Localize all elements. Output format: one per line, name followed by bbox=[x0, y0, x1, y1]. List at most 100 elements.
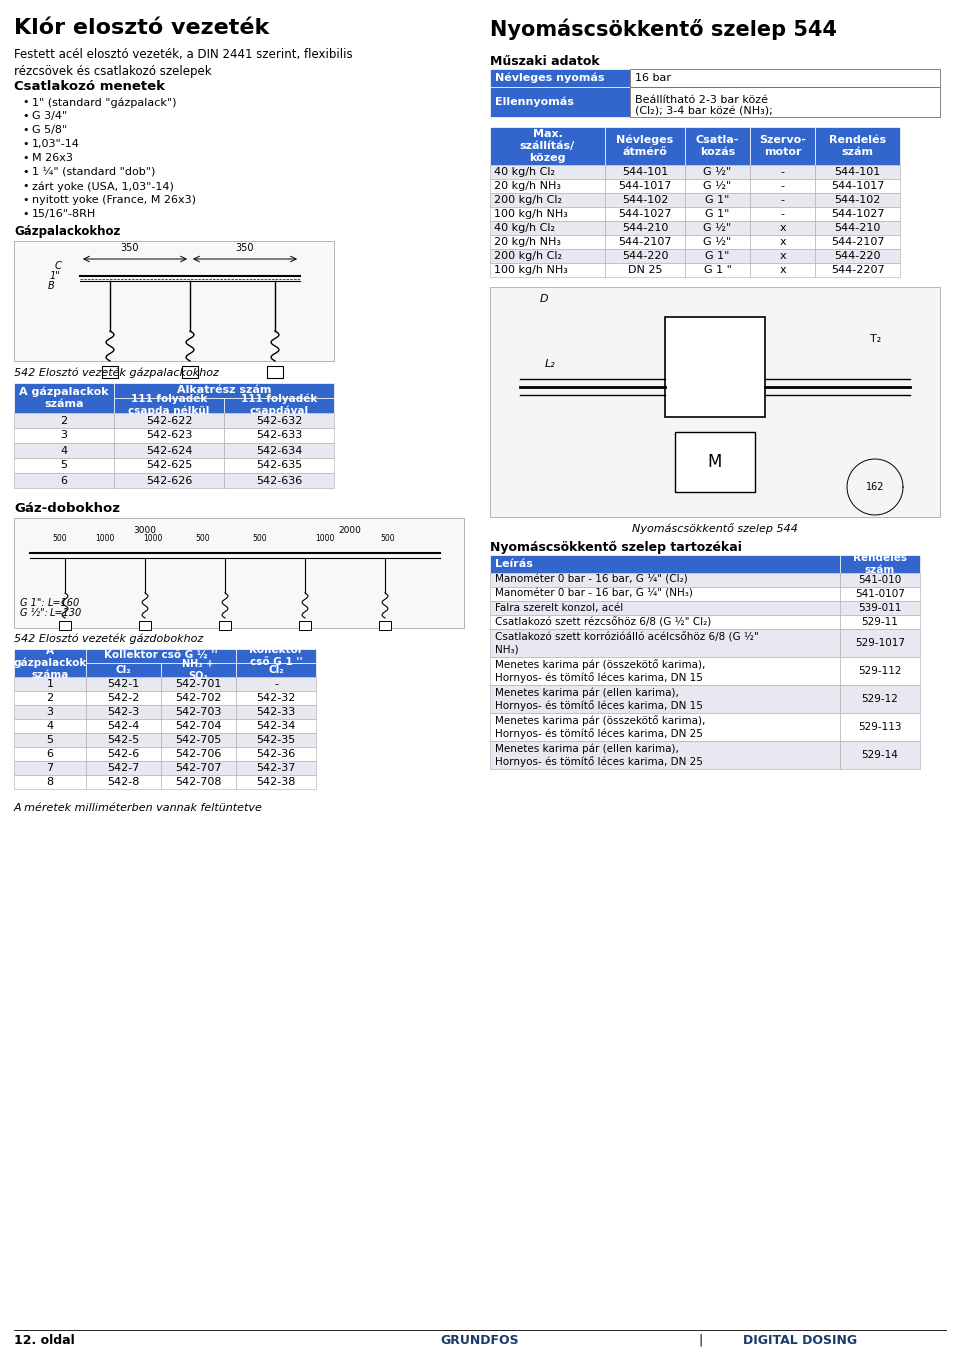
Text: 529-112: 529-112 bbox=[858, 666, 901, 676]
Bar bbox=[14, 443, 114, 458]
Text: 542-705: 542-705 bbox=[176, 735, 222, 745]
Text: 544-1017: 544-1017 bbox=[618, 181, 672, 191]
Text: Kollektor cső G ½ '': Kollektor cső G ½ '' bbox=[104, 651, 218, 661]
Text: G 1 ": G 1 " bbox=[704, 265, 732, 275]
Text: 542-34: 542-34 bbox=[256, 720, 296, 731]
Bar bbox=[750, 221, 815, 236]
Bar bbox=[490, 207, 605, 221]
Bar bbox=[750, 207, 815, 221]
Text: G 1": G 1" bbox=[706, 195, 730, 204]
Bar bbox=[161, 774, 236, 789]
Bar bbox=[236, 691, 316, 705]
Bar bbox=[219, 621, 231, 630]
Bar bbox=[86, 649, 236, 663]
Text: 1" (standard "gázpalack"): 1" (standard "gázpalack") bbox=[32, 97, 177, 107]
Text: 1 ¼" (standard "dob"): 1 ¼" (standard "dob") bbox=[32, 167, 156, 177]
Text: -: - bbox=[274, 678, 278, 689]
Text: 542-634: 542-634 bbox=[255, 445, 302, 455]
Bar bbox=[815, 165, 900, 179]
Text: Rendelés
szám: Rendelés szám bbox=[853, 554, 907, 575]
Bar bbox=[224, 473, 334, 487]
Bar bbox=[490, 221, 605, 236]
Bar bbox=[815, 207, 900, 221]
Text: |: | bbox=[698, 1334, 702, 1347]
Bar bbox=[14, 649, 86, 677]
Text: •: • bbox=[22, 167, 29, 177]
Bar bbox=[86, 761, 161, 774]
Text: x: x bbox=[780, 250, 786, 261]
Text: 544-1027: 544-1027 bbox=[618, 209, 672, 219]
Text: Csatla-
kozás: Csatla- kozás bbox=[696, 135, 739, 157]
Text: 544-2107: 544-2107 bbox=[830, 237, 884, 246]
Text: 542-625: 542-625 bbox=[146, 460, 192, 470]
Bar bbox=[114, 458, 224, 473]
Bar bbox=[605, 236, 685, 249]
Bar bbox=[114, 473, 224, 487]
Text: 542-38: 542-38 bbox=[256, 777, 296, 787]
Text: 529-1017: 529-1017 bbox=[855, 638, 905, 649]
Bar bbox=[815, 127, 900, 165]
Bar bbox=[840, 685, 920, 714]
Bar bbox=[236, 649, 316, 663]
Text: 542-2: 542-2 bbox=[108, 693, 140, 703]
Bar bbox=[114, 428, 224, 443]
Bar bbox=[605, 221, 685, 236]
Text: 5: 5 bbox=[60, 460, 67, 470]
Bar bbox=[14, 761, 86, 774]
Bar bbox=[236, 733, 316, 747]
Bar bbox=[86, 677, 161, 691]
Bar bbox=[161, 677, 236, 691]
Text: D: D bbox=[540, 294, 548, 305]
Text: 111 folyadék
csapdával: 111 folyadék csapdával bbox=[241, 394, 317, 416]
Text: 2: 2 bbox=[46, 693, 54, 703]
Text: nyitott yoke (France, M 26x3): nyitott yoke (France, M 26x3) bbox=[32, 195, 196, 204]
Bar bbox=[161, 663, 236, 677]
Text: L=130: L=130 bbox=[50, 608, 83, 617]
Text: •: • bbox=[22, 97, 29, 107]
Text: 542 Elosztó vezeték gázdobokhoz: 542 Elosztó vezeték gázdobokhoz bbox=[14, 634, 204, 643]
Text: DN 25: DN 25 bbox=[628, 265, 662, 275]
Text: 40 kg/h Cl₂: 40 kg/h Cl₂ bbox=[494, 167, 555, 177]
Text: Ellennyomás: Ellennyomás bbox=[495, 96, 574, 107]
Text: 542-7: 542-7 bbox=[108, 764, 140, 773]
Text: Alkatrész szám: Alkatrész szám bbox=[177, 385, 271, 395]
Bar bbox=[102, 366, 118, 378]
Bar bbox=[14, 747, 86, 761]
Bar bbox=[139, 621, 151, 630]
Text: A gázpalackok
száma: A gázpalackok száma bbox=[19, 387, 108, 409]
Text: 541-0107: 541-0107 bbox=[855, 589, 905, 598]
Bar bbox=[605, 249, 685, 263]
Bar bbox=[750, 263, 815, 278]
Bar bbox=[815, 179, 900, 194]
Text: 100 kg/h NH₃: 100 kg/h NH₃ bbox=[494, 265, 568, 275]
Bar bbox=[490, 615, 840, 630]
Text: 20 kg/h NH₃: 20 kg/h NH₃ bbox=[494, 181, 561, 191]
Bar bbox=[605, 194, 685, 207]
Text: G 1": G 1" bbox=[706, 250, 730, 261]
Bar bbox=[840, 714, 920, 741]
Text: G ½": G ½" bbox=[704, 167, 732, 177]
Text: 1000: 1000 bbox=[95, 533, 114, 543]
Text: Klór elosztó vezeték: Klór elosztó vezeték bbox=[14, 18, 269, 38]
Bar bbox=[224, 443, 334, 458]
Bar bbox=[14, 774, 86, 789]
Text: 542-633: 542-633 bbox=[256, 431, 302, 440]
Bar bbox=[14, 733, 86, 747]
Text: DIGITAL DOSING: DIGITAL DOSING bbox=[743, 1334, 857, 1347]
Text: Kollektor
cső G 1 '': Kollektor cső G 1 '' bbox=[249, 646, 303, 666]
Text: 544-102: 544-102 bbox=[834, 195, 880, 204]
Text: 8: 8 bbox=[46, 777, 54, 787]
Text: Csatlakozó menetek: Csatlakozó menetek bbox=[14, 80, 165, 93]
Bar bbox=[86, 733, 161, 747]
Text: 544-210: 544-210 bbox=[622, 223, 668, 233]
Bar bbox=[815, 194, 900, 207]
Text: 200 kg/h Cl₂: 200 kg/h Cl₂ bbox=[494, 195, 562, 204]
Text: •: • bbox=[22, 125, 29, 135]
Text: M: M bbox=[708, 454, 722, 471]
Bar bbox=[490, 630, 840, 657]
Text: 542-35: 542-35 bbox=[256, 735, 296, 745]
Text: -: - bbox=[780, 195, 784, 204]
Text: NH₃ +
SO₂: NH₃ + SO₂ bbox=[182, 659, 214, 681]
Text: G ½": G ½" bbox=[704, 181, 732, 191]
Text: 542-704: 542-704 bbox=[176, 720, 222, 731]
